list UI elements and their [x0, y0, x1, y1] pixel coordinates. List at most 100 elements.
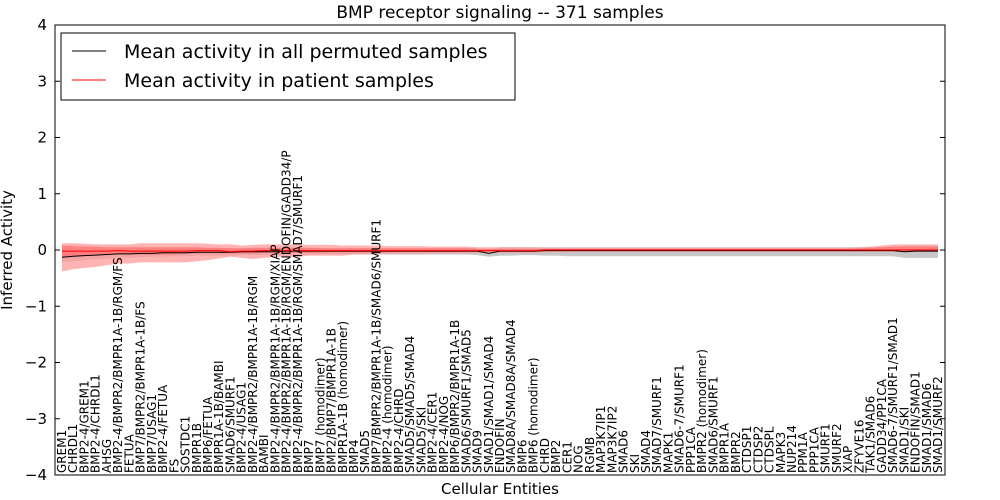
x-tick-label: CTDSPL: [763, 426, 777, 473]
x-tick-label: BMP2-4/USAG1: [235, 382, 249, 473]
x-tick-label: SOSTDC1: [179, 416, 193, 473]
y-tick-label: 3: [37, 72, 47, 90]
x-tick-label: BMPR1A-1B/BAMBI: [212, 360, 226, 473]
x-tick-label: PPM1A: [796, 432, 810, 473]
x-tick-label: BMP6 (homodimer): [527, 357, 541, 473]
x-tick-label: CTDSP1: [740, 426, 754, 473]
x-tick-label: NUP214: [785, 425, 799, 473]
x-tick-label: SMAD7/SMURF1: [650, 376, 664, 473]
x-tick-label: BMP2-4/BMPR2/BMPR1A-1B/RGM: [246, 276, 260, 473]
x-tick-label: SMURF1: [819, 423, 833, 473]
x-tick-label: SMAD6-7/SMURF1: [673, 364, 687, 473]
x-tick-label: BMP2-4/FETUA: [156, 384, 170, 473]
x-tick-label: BMP2-4/NOG: [437, 396, 451, 473]
x-tick-label: SMAD9: [471, 430, 485, 473]
chart-title: BMP receptor signaling -- 371 samples: [336, 3, 663, 23]
x-tick-label: BMP7/BMPR2/BMPR1A-1B/SMAD6/SMURF1: [369, 219, 383, 473]
entity-labels: GREM1CHRDL1BMP2-4/GREM1BMP2-4/CHRDL1AHSG…: [55, 150, 945, 474]
y-tick-label: 1: [37, 185, 47, 203]
x-tick-label: SMAD6/SMURF1/SMAD5: [459, 329, 473, 473]
legend-box: [60, 32, 516, 101]
x-tick-label: BMPR1A: [718, 422, 732, 473]
x-tick-label: BMP2-4/CER1: [426, 392, 440, 473]
x-tick-label: SMAD5: [358, 430, 372, 473]
x-tick-label: SMAD1/SMAD1/SMAD4: [482, 336, 496, 473]
legend-label-permuted: Mean activity in all permuted samples: [124, 41, 487, 63]
x-tick-label: BMP6/BMPR2/BMPR1A-1B: [448, 320, 462, 473]
x-tick-label: SMURF2: [830, 423, 844, 473]
x-tick-label: XIAP: [841, 446, 855, 473]
x-tick-label: CHRD: [538, 438, 552, 473]
x-tick-label: BMP2-4/BMPR2/BMPR1A-1B/RGM/XIAP: [268, 244, 282, 473]
x-tick-label: BMP7/BMPR2/BMPR1A-1B/FS: [134, 301, 148, 473]
x-tick-label: RGMB: [583, 437, 597, 473]
x-tick-label: SMAD6: [617, 430, 631, 473]
x-tick-label: SMAD6-7/SMURF1/SMAD1: [886, 317, 900, 473]
y-tick-label: 4: [37, 16, 47, 34]
x-tick-label: BMP2-4 (homodimer): [381, 345, 395, 473]
x-tick-label: BMP2-4/CHRDL1: [89, 374, 103, 473]
x-tick-label: SMAD1/SKI: [897, 407, 911, 473]
legend-label-patient: Mean activity in patient samples: [124, 70, 434, 92]
x-tick-label: PPP1CA: [684, 426, 698, 473]
x-tick-label: SMAD1/SMAD6: [920, 383, 934, 473]
x-tick-label: CTDSP2: [751, 426, 765, 473]
x-tick-label: NOG: [572, 445, 586, 473]
x-tick-label: MAPK3: [774, 432, 788, 473]
legend: Mean activity in all permuted samples Me…: [60, 32, 516, 101]
x-tick-label: SMAD6/SMURF1: [706, 376, 720, 473]
x-tick-label: BMPR2: [729, 431, 743, 473]
x-tick-label: SMAD4: [639, 430, 653, 473]
x-tick-label: FS: [167, 459, 181, 473]
series-line-patient: [62, 249, 938, 253]
x-tick-label: AHSG: [100, 439, 114, 473]
x-tick-label: BMP7 (homodimer): [313, 357, 327, 473]
x-tick-label: BMP7: [302, 440, 316, 473]
x-tick-label: BMP6/FETUA: [201, 396, 215, 473]
x-tick-label: GADD34/PP1CA: [875, 378, 889, 473]
x-tick-label: MAP3K7IP2: [605, 406, 619, 473]
x-tick-label: GREM1: [55, 430, 69, 473]
x-tick-label: ENDOFIN/SMAD1: [909, 371, 923, 473]
x-tick-label: CHRDL1: [66, 424, 80, 473]
x-tick-label: BMP7/USAG1: [145, 394, 159, 473]
x-tick-label: BAMBI: [257, 434, 271, 473]
x-tick-label: BMPR1A-1B (homodimer): [336, 321, 350, 473]
band-2: [62, 245, 938, 258]
x-axis-title: Cellular Entities: [441, 480, 559, 498]
x-tick-label: BMP4: [347, 440, 361, 473]
x-tick-label: FETUA: [122, 433, 136, 473]
x-tick-label: BMP2-4/GREM1: [77, 380, 91, 473]
x-tick-label: BMPR2 (homodimer): [695, 349, 709, 473]
y-tick-label: −2: [25, 354, 47, 372]
x-tick-label: BMP2: [549, 440, 563, 473]
x-tick-label: SMAD8A/SMAD8A/SMAD4: [504, 319, 518, 473]
x-tick-label: SKI: [628, 454, 642, 473]
y-axis-title: Inferred Activity: [0, 190, 16, 310]
series-lines: [61, 249, 938, 258]
x-tick-label: MAP3K7IP1: [594, 406, 608, 473]
x-tick-label: BMP2-4/BMPR2/BMPR1A-1B/RGM/FS: [111, 257, 125, 473]
x-tick-label: BMP2-4/BMPR2/BMPR1A-1B/RGM/SMAD7/SMURF1: [291, 175, 305, 473]
x-tick-label: BMPR1B: [190, 423, 204, 473]
confidence-bands: [62, 243, 938, 272]
x-tick-label: TAK1/SMAD6: [864, 396, 878, 474]
x-tick-label: ENDOFIN: [493, 418, 507, 473]
x-tick-label: BMP2/BMP7/BMPR1A-1B: [325, 328, 339, 473]
x-tick-label: MAPK1: [661, 432, 675, 473]
x-tick-label: SMAD6/SMURF1: [223, 376, 237, 473]
x-tick-label: ZFYVE16: [852, 419, 866, 473]
x-tick-label: SMAD5/SMAD5/SMAD4: [403, 336, 417, 473]
y-tick-label: −4: [25, 466, 47, 484]
x-tick-label: BMP2-4/BMPR2/BMPR1A-1B/RGM/ENDOFIN/GADD3…: [280, 150, 294, 473]
y-tick-label: −1: [25, 297, 47, 315]
x-tick-label: SMAD5/SKI: [414, 407, 428, 473]
y-axis: −4 −3 −2 −1 0 1 2 3 4: [25, 16, 945, 484]
y-tick-label: −3: [25, 410, 47, 428]
x-tick-label: BMP2-4/CHRD: [392, 389, 406, 473]
y-tick-label: 0: [37, 241, 47, 259]
x-tick-label: PPP1CA: [807, 426, 821, 473]
x-tick-label: CER1: [560, 441, 574, 473]
x-tick-label: BMP6: [515, 440, 529, 473]
